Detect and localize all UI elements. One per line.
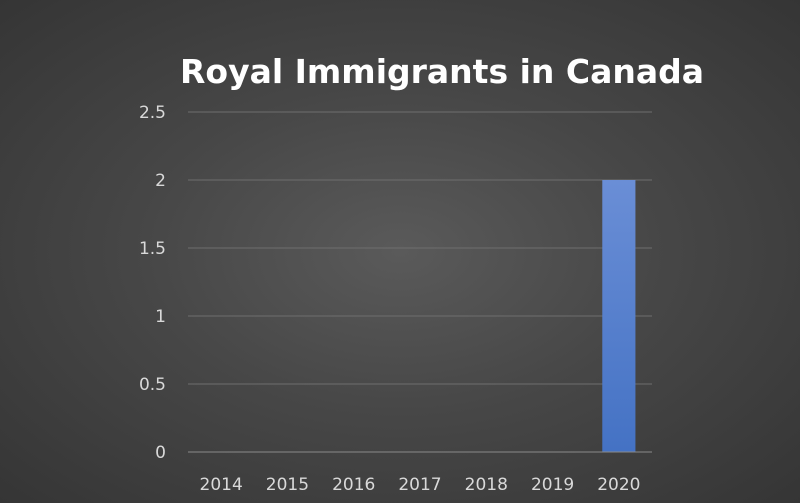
bar-2020 <box>602 180 636 452</box>
x-axis-tick-labels: 2014 2015 2016 2017 2018 2019 2020 <box>200 475 641 495</box>
y-tick-label: 2 <box>155 171 166 191</box>
gridlines <box>188 111 652 385</box>
bars <box>602 180 636 452</box>
x-tick-label: 2015 <box>266 475 309 495</box>
x-tick-label: 2019 <box>531 475 574 495</box>
y-tick-label: 2.5 <box>139 103 166 123</box>
x-tick-label: 2020 <box>597 475 640 495</box>
x-tick-label: 2016 <box>332 475 375 495</box>
y-tick-label: 0.5 <box>139 375 166 395</box>
y-tick-label: 0 <box>155 443 166 463</box>
y-axis-tick-labels: 0 0.5 1 1.5 2 2.5 <box>139 103 166 463</box>
x-tick-label: 2018 <box>465 475 508 495</box>
x-tick-label: 2014 <box>200 475 243 495</box>
chart-title: Royal Immigrants in Canada <box>180 52 704 91</box>
x-tick-label: 2017 <box>398 475 441 495</box>
y-tick-label: 1.5 <box>139 239 166 259</box>
y-tick-label: 1 <box>155 307 166 327</box>
